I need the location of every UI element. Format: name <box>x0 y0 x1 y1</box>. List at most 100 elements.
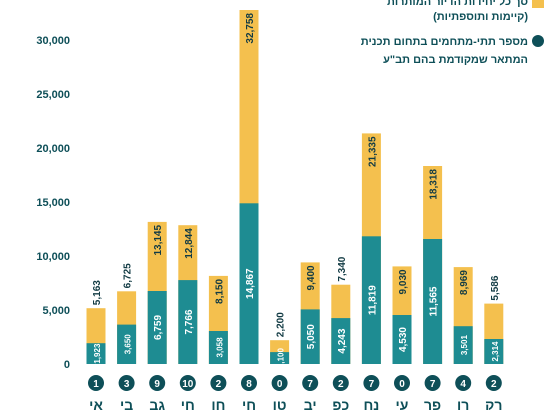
x-axis: אי בי גב חי חו חי טו יב כפ נח עי פר רו רק <box>89 397 502 413</box>
category-label: נח <box>363 397 379 410</box>
legend-label-subset-line2: המתאר שמקודמת בהם תב"ע <box>383 54 528 66</box>
total-value-label: 12,844 <box>184 228 195 259</box>
badge-number: 2 <box>216 379 222 390</box>
total-value-label: 13,145 <box>153 225 164 256</box>
legend-swatch-total <box>532 0 544 8</box>
y-axis: 0 5,000 10,000 15,000 20,000 25,000 30,000 <box>36 35 70 371</box>
total-value-label: 7,340 <box>337 256 348 281</box>
bar-subset <box>361 236 381 364</box>
y-tick-label: 5,000 <box>42 305 70 317</box>
bar-subset <box>484 339 504 364</box>
total-value-label: 9,030 <box>398 269 409 294</box>
y-tick-label: 25,000 <box>36 89 70 101</box>
subset-value-label: 11,819 <box>367 285 378 315</box>
badge-circle <box>332 375 349 391</box>
badge-circle <box>210 375 227 391</box>
y-tick-label: 0 <box>64 359 70 371</box>
y-tick-label: 15,000 <box>36 197 70 209</box>
legend: סך כל יחידות הדיור המותרות (קיימות ותוספת… <box>361 0 544 66</box>
bar-subset <box>423 239 443 364</box>
category-label: רו <box>457 397 469 410</box>
y-tick-label: 30,000 <box>36 35 70 47</box>
badge-number: 2 <box>338 379 344 390</box>
total-value-label: 5,586 <box>490 275 501 300</box>
subset-value-label: 4,530 <box>398 327 409 352</box>
category-label: חו <box>211 397 225 410</box>
category-label: פר <box>424 397 441 410</box>
bar-subset <box>86 343 106 364</box>
subset-value-label: 7,766 <box>184 309 195 334</box>
badge-number: 10 <box>182 379 194 390</box>
category-label: גב <box>149 397 165 410</box>
bar-subset <box>117 324 137 364</box>
badge-number: 1 <box>93 379 99 390</box>
value-labels: 5,163 1,923 6,725 3,650 13,145 6,759 12,844 7,7… <box>92 13 501 369</box>
bar-subset <box>147 291 167 364</box>
total-value-label: 8,150 <box>214 278 225 303</box>
bar-subset <box>331 318 351 364</box>
legend-label-total-line2: (קיימות ותוספתיות) <box>433 11 528 23</box>
badge-circle <box>455 375 472 391</box>
badge-circle <box>394 375 410 391</box>
bar-subset <box>208 331 228 364</box>
badge-circle <box>424 375 441 391</box>
badges: 1 3 9 10 2 8 0 7 2 7 0 7 4 2 <box>88 375 502 391</box>
total-value-label: 8,969 <box>459 270 470 295</box>
subset-value-label: 6,759 <box>153 315 164 340</box>
badge-number: 3 <box>124 379 130 390</box>
category-label: יב <box>304 397 317 410</box>
total-value-label: 9,400 <box>306 265 317 290</box>
category-label: אי <box>89 397 103 410</box>
bar-subset <box>453 326 473 364</box>
category-label: חי <box>242 397 256 410</box>
legend-swatch-subset <box>532 35 544 47</box>
badge-number: 7 <box>369 379 375 390</box>
subset-value-label: 3,501 <box>460 335 469 356</box>
total-value-label: 2,200 <box>276 312 287 337</box>
y-tick-label: 10,000 <box>36 251 70 263</box>
badge-circle <box>149 375 166 391</box>
subset-value-label: 2,314 <box>491 341 500 362</box>
bars <box>86 10 504 364</box>
badge-number: 8 <box>246 379 252 390</box>
badge-circle <box>271 375 288 391</box>
badge-number: 0 <box>277 379 283 390</box>
badge-circle <box>179 375 196 391</box>
total-value-label: 21,335 <box>367 136 378 167</box>
subset-value-label: 5,050 <box>306 324 317 349</box>
badge-circle <box>302 375 319 391</box>
badge-number: 4 <box>460 379 466 390</box>
category-label: כפ <box>332 397 349 410</box>
badge-number: 2 <box>491 379 497 390</box>
legend-label-total-line1: סך כל יחידות הדיור המותרות <box>387 0 528 8</box>
badge-circle <box>485 375 502 391</box>
bar-subset <box>239 203 259 364</box>
bar-subset <box>392 315 412 364</box>
bar-subset <box>178 280 198 364</box>
badge-circle <box>88 375 104 391</box>
y-tick-label: 20,000 <box>36 143 70 155</box>
badge-number: 7 <box>430 379 436 390</box>
subset-value-label: 14,867 <box>245 268 256 299</box>
category-label: חי <box>181 397 195 410</box>
subset-value-label: 1,923 <box>93 343 102 364</box>
badge-number: 0 <box>399 379 405 390</box>
category-label: טו <box>273 397 287 410</box>
category-label: רק <box>485 397 502 410</box>
total-value-label: 32,758 <box>245 13 256 44</box>
subset-value-label: 1,100 <box>277 348 286 369</box>
legend-label-subset-line1: מספר תתי-מתחמים בתחום תכנית <box>361 36 528 48</box>
badge-circle <box>363 375 380 391</box>
category-label: בי <box>120 397 133 410</box>
bar-subset <box>300 309 320 364</box>
category-label: עי <box>396 397 409 410</box>
total-value-label: 5,163 <box>92 280 103 305</box>
subset-value-label: 4,243 <box>337 328 348 353</box>
total-value-label: 18,318 <box>429 169 440 200</box>
badge-circle <box>118 375 135 391</box>
subset-value-label: 3,058 <box>215 337 224 358</box>
subset-value-label: 11,565 <box>429 286 440 316</box>
badge-number: 9 <box>154 379 160 390</box>
